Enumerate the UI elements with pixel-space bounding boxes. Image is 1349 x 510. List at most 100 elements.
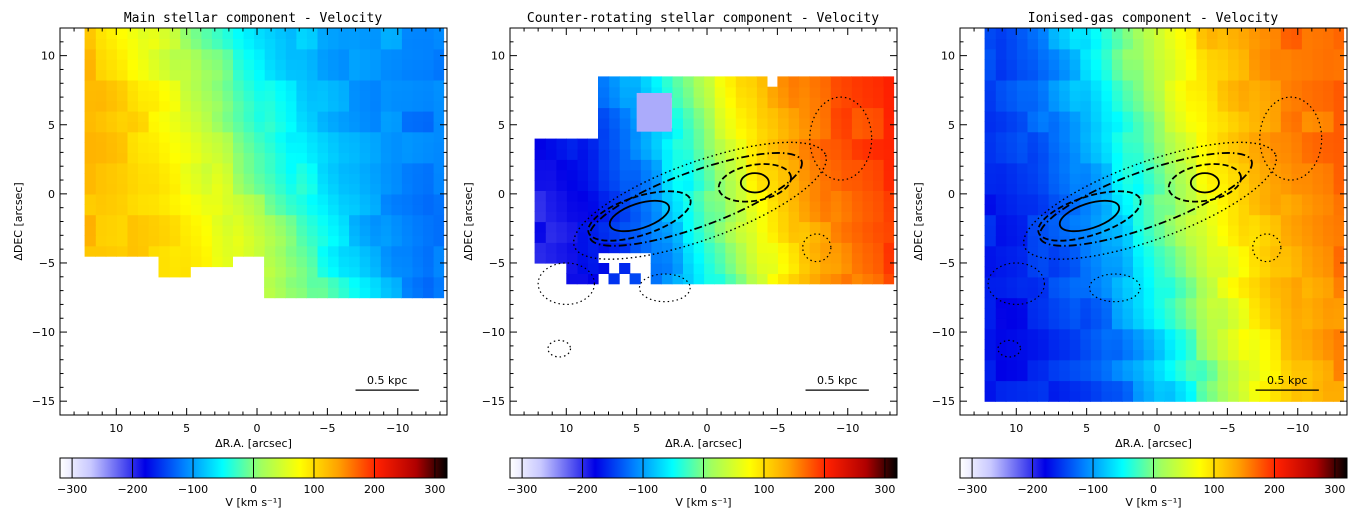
velocity-bin — [872, 200, 884, 212]
velocity-bin — [1195, 28, 1207, 39]
velocity-bin — [242, 79, 255, 91]
velocity-bin — [264, 152, 276, 164]
velocity-bin — [221, 59, 233, 71]
velocity-bin — [1142, 193, 1155, 205]
velocity-bin — [285, 235, 297, 247]
velocity-bin — [306, 38, 318, 50]
velocity-bin — [724, 211, 736, 223]
velocity-bin — [432, 79, 445, 91]
velocity-bin — [1142, 142, 1155, 153]
velocity-bin — [1005, 142, 1017, 153]
velocity-bin — [766, 180, 778, 191]
velocity-bin — [1037, 307, 1049, 319]
velocity-bin — [369, 162, 381, 174]
velocity-bin — [211, 142, 223, 153]
velocity-bin — [148, 173, 160, 185]
velocity-bin — [984, 390, 996, 402]
colorbar-tick-label: 0 — [1150, 483, 1157, 496]
velocity-bin — [1048, 204, 1060, 216]
velocity-bin — [745, 117, 757, 129]
velocity-bin — [1079, 318, 1091, 330]
velocity-bin — [1058, 349, 1070, 361]
velocity-bin — [598, 200, 610, 212]
velocity-bin — [1132, 28, 1144, 39]
velocity-bin — [1290, 349, 1302, 361]
velocity-bin — [179, 193, 191, 205]
velocity-bin — [1111, 100, 1123, 112]
velocity-bin — [619, 242, 631, 254]
velocity-bin — [1174, 328, 1186, 340]
velocity-bin — [1142, 110, 1155, 122]
velocity-bin — [1026, 349, 1038, 361]
velocity-bin — [1259, 48, 1271, 60]
velocity-bin — [1311, 48, 1323, 60]
velocity-bin — [851, 169, 863, 181]
velocity-bin — [640, 231, 652, 243]
velocity-bin — [1185, 256, 1197, 268]
velocity-bin — [285, 266, 297, 278]
velocity-bin — [327, 245, 339, 257]
velocity-bin — [137, 142, 149, 153]
velocity-bin — [1248, 183, 1260, 195]
velocity-bin — [1016, 142, 1028, 153]
velocity-bin — [995, 214, 1007, 226]
velocity-bin — [242, 183, 255, 195]
velocity-bin — [158, 121, 170, 133]
velocity-bin — [1048, 349, 1060, 361]
velocity-bin — [1005, 339, 1017, 350]
velocity-bin — [1016, 38, 1028, 50]
velocity-bin — [995, 370, 1007, 382]
velocity-bin — [200, 131, 212, 143]
velocity-bin — [285, 28, 297, 39]
velocity-bin — [422, 110, 434, 122]
velocity-bin — [1206, 162, 1218, 174]
velocity-bin — [1311, 100, 1323, 112]
velocity-bin — [598, 117, 610, 129]
velocity-bin — [766, 138, 778, 150]
velocity-bin — [1332, 152, 1345, 164]
velocity-bin — [411, 59, 423, 71]
panel-title: Main stellar component - Velocity — [124, 11, 382, 26]
velocity-bin — [587, 252, 599, 264]
velocity-bin — [1132, 349, 1144, 361]
velocity-bin — [1195, 359, 1207, 371]
velocity-bin — [1111, 162, 1123, 174]
x-tick-label: 0 — [704, 422, 711, 435]
velocity-bin — [745, 200, 757, 212]
velocity-bin — [735, 200, 747, 212]
velocity-bin — [1132, 225, 1144, 236]
velocity-bin — [1090, 276, 1102, 288]
velocity-bin — [1048, 28, 1060, 39]
velocity-bin — [1100, 370, 1112, 382]
velocity-bin — [422, 245, 434, 257]
velocity-bin — [179, 100, 191, 112]
velocity-bin — [126, 225, 138, 236]
velocity-bin — [851, 231, 863, 243]
velocity-bin — [1090, 79, 1102, 91]
velocity-bin — [1248, 214, 1260, 226]
velocity-bin — [692, 211, 705, 223]
velocity-bin — [1206, 214, 1218, 226]
velocity-bin — [306, 256, 318, 268]
velocity-bin — [1290, 100, 1302, 112]
velocity-bin — [1185, 193, 1197, 205]
velocity-bin — [650, 86, 662, 98]
velocity-bin — [1026, 173, 1038, 185]
velocity-bin — [714, 211, 726, 223]
contour — [739, 172, 770, 194]
velocity-bin — [1185, 38, 1197, 50]
velocity-bin — [190, 256, 202, 268]
velocity-bin — [369, 131, 381, 143]
velocity-bin — [692, 273, 705, 285]
velocity-bin — [1216, 318, 1228, 330]
velocity-bin — [1195, 193, 1207, 205]
velocity-bin — [1301, 370, 1313, 382]
velocity-bin — [1111, 318, 1123, 330]
velocity-bin — [84, 152, 96, 164]
velocity-bin — [84, 162, 96, 174]
velocity-bin — [190, 38, 202, 50]
velocity-bin — [1069, 276, 1081, 288]
velocity-bin — [1280, 69, 1292, 81]
velocity-bin — [830, 107, 842, 119]
velocity-bin — [1174, 307, 1186, 319]
